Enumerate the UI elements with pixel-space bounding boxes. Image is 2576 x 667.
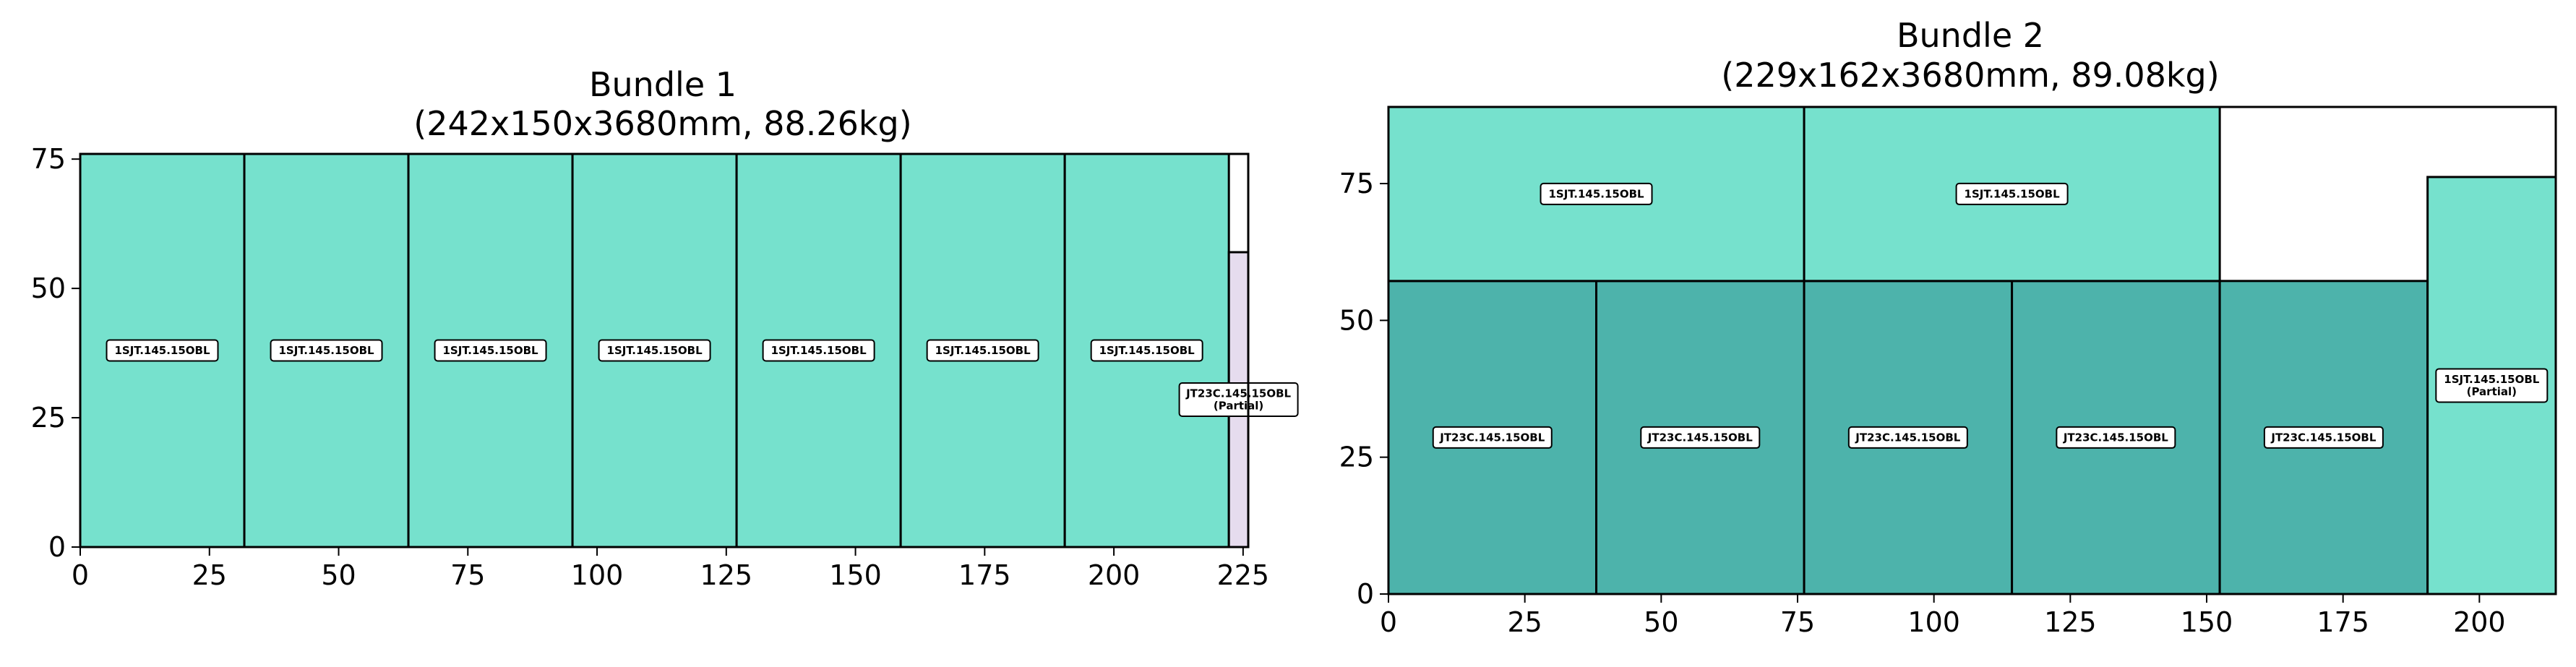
piece-label: 1SJT.145.15OBL: [598, 339, 711, 362]
piece-label-text: (Partial): [2467, 385, 2517, 398]
bundle-2-panel: Bundle 2 (229x162x3680mm, 89.08kg) JT23C…: [1339, 16, 2557, 638]
piece-label: 1SJT.145.15OBL: [434, 339, 547, 362]
bundle-1-title: Bundle 1: [589, 65, 737, 104]
x-tick-label: 100: [571, 559, 624, 591]
piece-label-box: [2263, 426, 2384, 449]
x-tick-label: 75: [1780, 606, 1815, 638]
x-tick-label: 175: [958, 559, 1011, 591]
piece-label-text: JT23C.145.15OBL: [1185, 387, 1291, 400]
x-tick-label: 200: [2453, 606, 2506, 638]
piece-label: 1SJT.145.15OBL(Partial): [2435, 368, 2549, 403]
x-tick-label: 125: [2044, 606, 2097, 638]
y-tick-label: 75: [31, 143, 66, 175]
x-tick-label: 150: [829, 559, 882, 591]
piece-label-text: JT23C.145.15OBL: [2270, 431, 2376, 444]
piece-label-text: 1SJT.145.15OBL: [1548, 187, 1644, 200]
bundle-1-x-axis: 0 25 50 75 100 125 150 175 200 225: [72, 547, 1269, 591]
piece-label-text: 1SJT.145.15OBL: [114, 344, 210, 357]
piece-label-text: 1SJT.145.15OBL: [2444, 373, 2540, 386]
piece-label: 1SJT.145.15OBL: [1090, 339, 1203, 362]
piece-label-text: JT23C.145.15OBL: [2063, 431, 2168, 444]
piece-label-text: JT23C.145.15OBL: [1647, 431, 1753, 444]
bundle-1-panel: Bundle 1 (242x150x3680mm, 88.26kg) 1SJT.…: [31, 65, 1299, 591]
piece-label-box: [1090, 339, 1203, 362]
bundle-1-axes-frame: [79, 152, 1250, 548]
piece-label-text: 1SJT.145.15OBL: [443, 344, 539, 357]
piece-label: 1SJT.145.15OBL: [106, 339, 219, 362]
piece-label-box: [598, 339, 711, 362]
piece-label-text: 1SJT.145.15OBL: [771, 344, 867, 357]
piece-label-box: [1640, 426, 1761, 449]
y-tick-label: 25: [31, 402, 66, 434]
piece-label: 1SJT.145.15OBL: [1540, 182, 1653, 205]
x-tick-label: 50: [321, 559, 356, 591]
x-tick-label: 50: [1644, 606, 1678, 638]
bundle-2-y-axis: 0 25 50 75: [1339, 168, 1388, 610]
x-tick-label: 175: [2317, 606, 2369, 638]
piece-label-text: 1SJT.145.15OBL: [278, 344, 374, 357]
piece-label: 1SJT.145.15OBL: [1955, 182, 2069, 205]
piece-label-box: [762, 339, 875, 362]
x-tick-label: 100: [1907, 606, 1960, 638]
bundle-1-piece-labels: 1SJT.145.15OBL 1SJT.145.15OBL 1SJT.145.15O…: [106, 339, 1299, 417]
piece-label-box: [1955, 182, 2069, 205]
piece-label-box: [270, 339, 383, 362]
x-tick-label: 200: [1088, 559, 1141, 591]
y-tick-label: 0: [1357, 578, 1374, 610]
x-tick-label: 150: [2181, 606, 2233, 638]
bundle-2-title: Bundle 2: [1897, 16, 2044, 55]
piece-label-text: JT23C.145.15OBL: [1439, 431, 1545, 444]
piece-label: 1SJT.145.15OBL: [270, 339, 383, 362]
piece-label: JT23C.145.15OBL: [1432, 426, 1553, 449]
piece-label-box: [1847, 426, 1968, 449]
piece-label-box: [926, 339, 1039, 362]
piece-label-text: (Partial): [1214, 400, 1263, 413]
piece-label-box: [106, 339, 219, 362]
y-tick-label: 50: [1339, 304, 1374, 336]
piece-label: JT23C.145.15OBL: [1847, 426, 1968, 449]
bundle-2-axes-frame: [1387, 106, 2557, 595]
piece-label-text: 1SJT.145.15OBL: [1965, 187, 2061, 200]
piece-label-box: [2056, 426, 2176, 449]
piece-label-box: [1178, 382, 1299, 417]
x-tick-label: 75: [450, 559, 485, 591]
piece-label-box: [434, 339, 547, 362]
piece-label: JT23C.145.15OBL(Partial): [1178, 382, 1299, 417]
y-tick-label: 25: [1339, 442, 1374, 473]
piece-label: JT23C.145.15OBL: [2056, 426, 2176, 449]
x-tick-label: 25: [192, 559, 227, 591]
piece-label: 1SJT.145.15OBL: [762, 339, 875, 362]
x-tick-label: 0: [72, 559, 89, 591]
bundle-2-x-axis: 0 25 50 75 100 125 150 175 200: [1380, 594, 2506, 638]
bundle-2-piece-labels: JT23C.145.15OBL JT23C.145.15OBL JT23C.145.…: [1432, 182, 2549, 449]
bundle-1-y-axis: 0 25 50 75: [31, 143, 80, 563]
bundle-1-subtitle: (242x150x3680mm, 88.26kg): [413, 104, 911, 143]
piece-label: 1SJT.145.15OBL: [926, 339, 1039, 362]
piece-label-box: [2435, 368, 2549, 403]
piece-label-text: 1SJT.145.15OBL: [935, 344, 1031, 357]
piece-label-text: JT23C.145.15OBL: [1855, 431, 1960, 444]
x-tick-label: 25: [1507, 606, 1542, 638]
piece-label-box: [1540, 182, 1653, 205]
piece-label-text: 1SJT.145.15OBL: [607, 344, 703, 357]
x-tick-label: 125: [700, 559, 753, 591]
y-tick-label: 0: [48, 531, 66, 563]
piece-label-box: [1432, 426, 1553, 449]
piece-label: JT23C.145.15OBL: [1640, 426, 1761, 449]
y-tick-label: 75: [1339, 168, 1374, 199]
y-tick-label: 50: [31, 272, 66, 304]
bundle-2-subtitle: (229x162x3680mm, 89.08kg): [1721, 56, 2219, 95]
x-tick-label: 225: [1217, 559, 1270, 591]
x-tick-label: 0: [1380, 606, 1397, 638]
piece-label: JT23C.145.15OBL: [2263, 426, 2384, 449]
piece-label-text: 1SJT.145.15OBL: [1099, 344, 1195, 357]
